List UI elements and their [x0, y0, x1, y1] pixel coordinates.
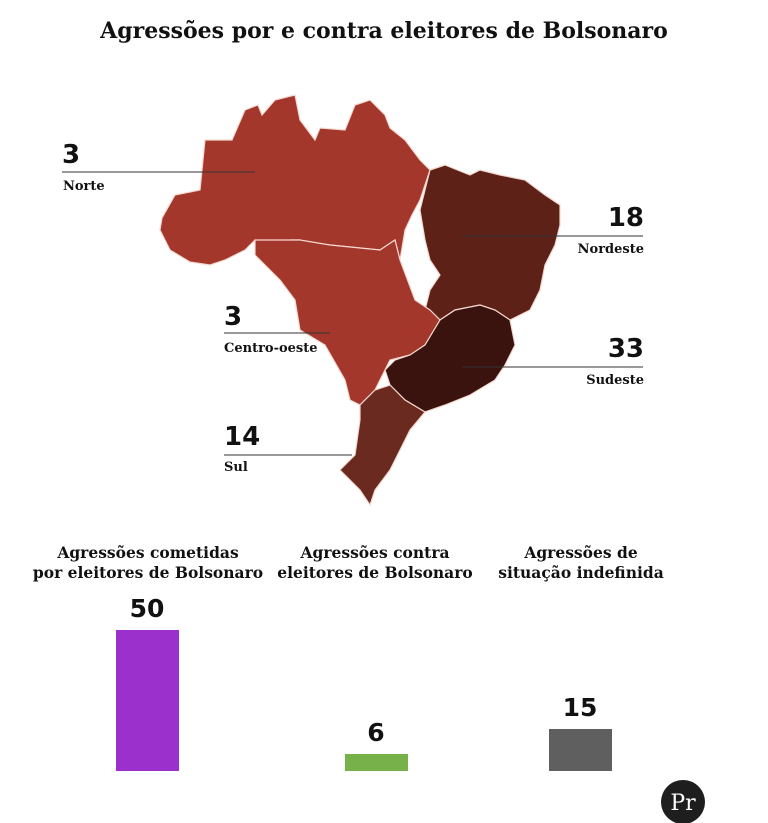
- bar: [549, 728, 612, 771]
- label-nordeste: Nordeste: [577, 242, 644, 257]
- region-nordeste: [419, 164, 561, 321]
- bar-value-label: 15: [562, 692, 598, 722]
- value-nordeste: 18: [607, 203, 644, 233]
- bar-title-3: Agressões de situação indefinida: [498, 543, 664, 582]
- label-sul: Sul: [224, 460, 248, 475]
- bar: [345, 754, 408, 771]
- value-centro-oeste: 3: [224, 302, 243, 332]
- label-centro-oeste: Centro-oeste: [224, 341, 318, 356]
- region-sudeste: [384, 304, 516, 413]
- label-sudeste: Sudeste: [586, 373, 644, 388]
- bar: [116, 630, 179, 771]
- region-norte: [159, 94, 431, 266]
- value-sudeste: 33: [607, 334, 644, 364]
- page-title: Agressões por e contra eleitores de Bols…: [100, 18, 668, 44]
- label-norte: Norte: [63, 179, 105, 194]
- value-norte: 3: [62, 140, 81, 170]
- region-sul: [339, 384, 426, 507]
- bar-title-2: Agressões contra eleitores de Bolsonaro: [277, 543, 473, 582]
- publisher-logo: Pr: [661, 780, 705, 823]
- region-centro-oeste: [254, 239, 441, 406]
- bar-value-label: 6: [367, 718, 385, 748]
- bar-title-1: Agressões cometidas por eleitores de Bols…: [32, 543, 264, 582]
- bar-value-label: 50: [129, 594, 165, 623]
- value-sul: 14: [224, 422, 261, 452]
